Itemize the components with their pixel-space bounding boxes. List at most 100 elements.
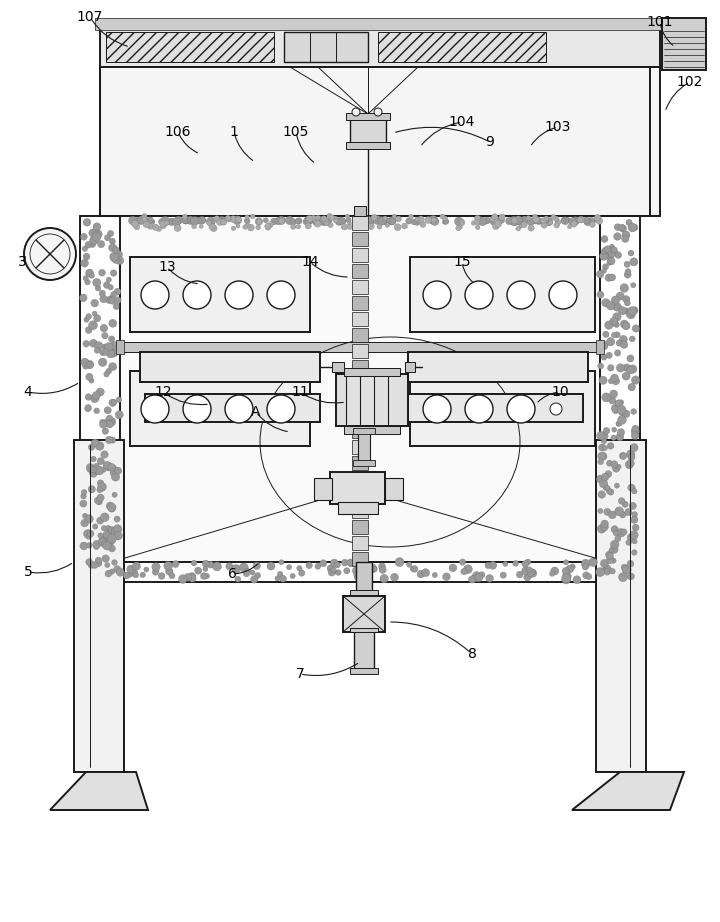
Circle shape — [97, 241, 105, 248]
Circle shape — [297, 565, 302, 571]
Circle shape — [604, 253, 609, 257]
Bar — [352, 280, 368, 294]
Circle shape — [616, 292, 624, 301]
Circle shape — [111, 527, 119, 535]
Circle shape — [230, 216, 237, 222]
Circle shape — [573, 575, 581, 584]
Circle shape — [86, 313, 91, 319]
Circle shape — [613, 302, 621, 312]
Circle shape — [88, 561, 95, 568]
Circle shape — [608, 364, 614, 372]
Circle shape — [470, 575, 477, 582]
Circle shape — [217, 218, 222, 223]
Circle shape — [566, 565, 574, 573]
Circle shape — [156, 226, 162, 231]
Circle shape — [305, 217, 310, 223]
Circle shape — [627, 561, 634, 567]
Circle shape — [611, 249, 618, 255]
Circle shape — [279, 575, 287, 582]
Circle shape — [608, 396, 616, 404]
Text: 12: 12 — [154, 385, 172, 399]
Circle shape — [212, 561, 222, 571]
Circle shape — [606, 488, 612, 493]
Circle shape — [605, 470, 612, 478]
Circle shape — [114, 467, 122, 475]
Circle shape — [192, 224, 197, 229]
Circle shape — [563, 573, 568, 578]
Circle shape — [330, 567, 336, 573]
Circle shape — [202, 561, 210, 567]
Circle shape — [535, 218, 541, 224]
Bar — [344, 368, 400, 376]
Circle shape — [199, 217, 206, 224]
Circle shape — [204, 573, 210, 579]
Circle shape — [81, 259, 89, 267]
Circle shape — [594, 218, 600, 223]
Circle shape — [89, 273, 94, 278]
Circle shape — [536, 219, 542, 225]
Circle shape — [613, 530, 618, 536]
Circle shape — [356, 219, 361, 223]
Circle shape — [432, 573, 438, 578]
Circle shape — [532, 214, 537, 219]
Circle shape — [608, 274, 616, 281]
Circle shape — [505, 218, 513, 225]
Circle shape — [521, 221, 527, 228]
Circle shape — [363, 216, 372, 225]
Circle shape — [101, 467, 107, 472]
Circle shape — [132, 220, 138, 227]
Circle shape — [172, 218, 181, 226]
Circle shape — [86, 535, 91, 539]
Circle shape — [503, 561, 508, 566]
Circle shape — [172, 561, 179, 568]
Circle shape — [87, 466, 94, 473]
Circle shape — [596, 475, 604, 483]
Circle shape — [628, 307, 636, 315]
Circle shape — [577, 217, 585, 223]
Circle shape — [608, 378, 613, 384]
Circle shape — [383, 216, 387, 220]
Circle shape — [95, 442, 104, 450]
Circle shape — [100, 513, 109, 522]
Circle shape — [161, 223, 166, 229]
Bar — [352, 312, 368, 326]
Bar — [116, 340, 124, 354]
Circle shape — [194, 567, 202, 574]
Circle shape — [364, 571, 371, 577]
Bar — [120, 342, 600, 352]
Circle shape — [516, 219, 523, 225]
Circle shape — [609, 318, 618, 326]
Circle shape — [523, 573, 531, 581]
Circle shape — [526, 567, 532, 573]
Circle shape — [613, 465, 620, 472]
Circle shape — [107, 536, 116, 544]
Circle shape — [99, 420, 107, 428]
Circle shape — [328, 569, 336, 576]
Circle shape — [422, 569, 430, 576]
Circle shape — [626, 311, 633, 317]
Circle shape — [148, 224, 153, 230]
Circle shape — [511, 218, 518, 224]
Circle shape — [616, 433, 624, 441]
Circle shape — [101, 540, 109, 548]
Circle shape — [600, 523, 608, 531]
Circle shape — [368, 219, 374, 224]
Circle shape — [92, 228, 100, 237]
Circle shape — [562, 573, 570, 583]
Bar — [352, 360, 368, 374]
Bar — [352, 328, 368, 342]
Circle shape — [94, 314, 101, 322]
Circle shape — [617, 528, 626, 538]
Circle shape — [267, 562, 275, 570]
Circle shape — [411, 565, 418, 573]
Circle shape — [549, 220, 552, 225]
Circle shape — [114, 532, 122, 540]
Circle shape — [109, 399, 116, 407]
Circle shape — [611, 296, 620, 304]
Circle shape — [624, 271, 631, 278]
Circle shape — [624, 301, 630, 306]
Circle shape — [551, 567, 559, 575]
Circle shape — [333, 219, 338, 223]
Bar — [352, 232, 368, 246]
Circle shape — [310, 215, 316, 221]
